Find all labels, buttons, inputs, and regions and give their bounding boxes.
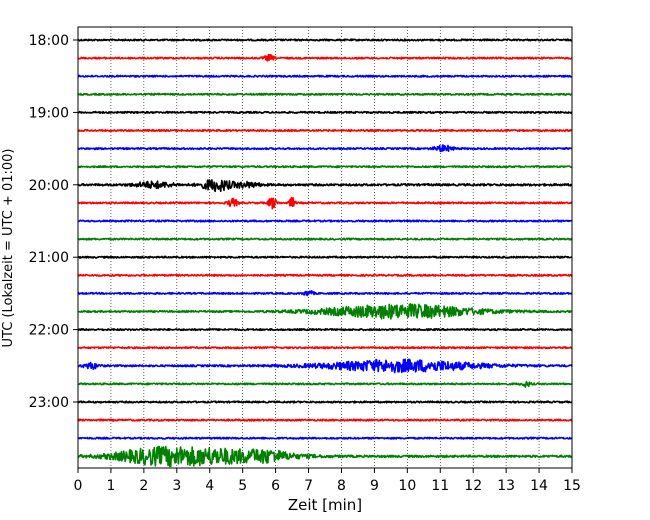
trace-line xyxy=(77,273,573,277)
y-tick-label: 20:00 xyxy=(29,178,69,194)
x-tick-label: 6 xyxy=(271,478,280,494)
trace-line xyxy=(77,358,573,374)
x-tick-label: 10 xyxy=(398,478,416,494)
y-tick-label: 22:00 xyxy=(29,323,69,339)
x-tick-label: 9 xyxy=(370,478,379,494)
trace-line xyxy=(77,110,573,114)
trace-line xyxy=(77,436,573,440)
y-tick-label: 23:00 xyxy=(29,395,69,411)
trace-line xyxy=(77,219,573,223)
plot-frame xyxy=(77,26,573,469)
trace-line xyxy=(77,418,573,422)
y-tick-label: 21:00 xyxy=(29,250,69,266)
x-tick-label: 2 xyxy=(139,478,148,494)
x-tick-label: 5 xyxy=(238,478,247,494)
trace-line xyxy=(77,74,573,78)
x-tick-label: 12 xyxy=(464,478,482,494)
trace-line xyxy=(77,400,573,404)
trace-line xyxy=(77,53,573,62)
y-tick-label: 18:00 xyxy=(29,33,69,49)
x-tick-label: 1 xyxy=(106,478,115,494)
trace-line xyxy=(77,290,573,297)
trace-line xyxy=(77,179,573,193)
trace-line xyxy=(77,328,573,332)
trace-line xyxy=(77,303,573,320)
trace-line xyxy=(77,380,573,388)
x-axis-label: Zeit [min] xyxy=(288,496,362,514)
x-tick-label: 4 xyxy=(205,478,214,494)
x-tick-label: 8 xyxy=(337,478,346,494)
seismic-traces xyxy=(77,38,573,468)
x-tick-label: 0 xyxy=(74,478,83,494)
trace-line xyxy=(77,346,573,350)
x-tick-label: 11 xyxy=(431,478,449,494)
y-axis-ticks: 18:00 19:00 20:00 21:00 22:00 23:00 xyxy=(29,33,78,411)
y-axis-label: UTC (Lokalzeit = UTC + 01:00) xyxy=(1,149,16,348)
trace-line xyxy=(77,237,573,241)
x-tick-label: 13 xyxy=(497,478,515,494)
x-tick-label: 14 xyxy=(530,478,548,494)
trace-line xyxy=(77,196,573,210)
trace-line xyxy=(77,165,573,169)
x-tick-label: 15 xyxy=(563,478,581,494)
x-tick-label: 7 xyxy=(304,478,313,494)
trace-line xyxy=(77,144,573,153)
trace-line xyxy=(77,255,573,259)
trace-line xyxy=(77,38,573,42)
trace-line xyxy=(77,128,573,133)
x-tick-label: 3 xyxy=(172,478,181,494)
trace-line xyxy=(77,445,573,468)
y-tick-label: 19:00 xyxy=(29,105,69,121)
trace-line xyxy=(77,92,573,96)
x-axis-ticks: 0 1 2 3 4 5 6 7 8 9 10 11 12 13 14 15 xyxy=(74,468,581,494)
